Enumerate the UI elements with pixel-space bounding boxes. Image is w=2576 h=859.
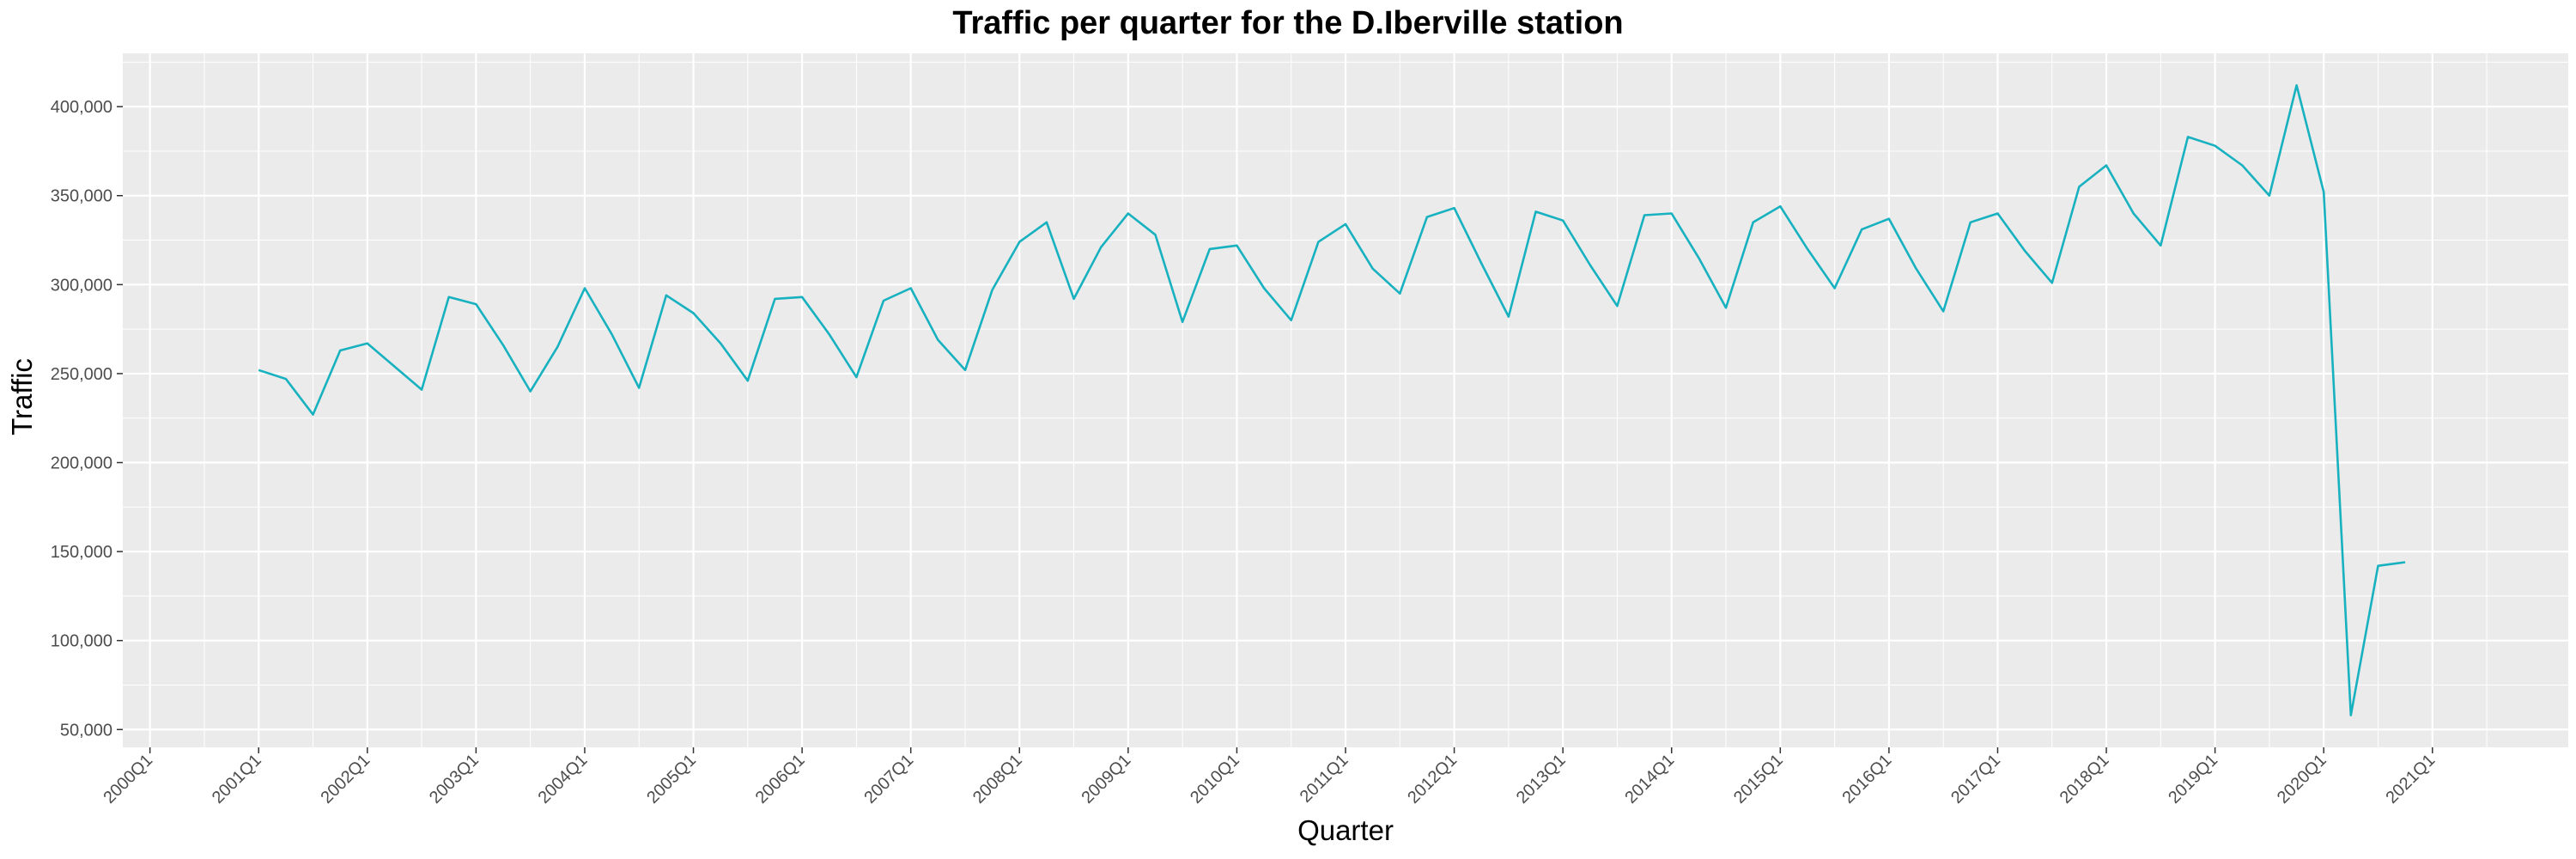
x-tick-label: 2017Q1 (1947, 751, 2004, 807)
x-tick-label: 2008Q1 (969, 751, 1026, 807)
x-tick-label: 2003Q1 (426, 751, 483, 807)
x-tick-label: 2009Q1 (1078, 751, 1134, 807)
series-layer (258, 84, 2406, 717)
x-tick-label: 2007Q1 (860, 751, 917, 807)
major-gridlines (123, 53, 2568, 747)
x-tick-label: 2021Q1 (2382, 751, 2439, 807)
y-tick-label: 250,000 (51, 365, 112, 384)
x-tick-label: 2006Q1 (752, 751, 809, 807)
x-tick-label: 2013Q1 (1513, 751, 1570, 807)
x-tick-label: 2004Q1 (535, 751, 592, 807)
x-axis: 2000Q1 2001Q1 2002Q1 2003Q1 2004Q1 2005Q1 2006… (100, 747, 2439, 807)
x-tick-label: 2014Q1 (1621, 751, 1678, 807)
series-line (258, 84, 2406, 717)
x-tick-label: 2016Q1 (1839, 751, 1896, 807)
y-tick-label: 200,000 (51, 454, 112, 473)
y-tick-label: 150,000 (51, 543, 112, 562)
x-tick-label: 2000Q1 (100, 751, 156, 807)
x-tick-label: 2019Q1 (2165, 751, 2221, 807)
y-tick-label: 400,000 (51, 98, 112, 117)
y-axis: 50,000 100,000 150,000 200,000 250,000 300,00… (51, 98, 123, 740)
y-tick-label: 100,000 (51, 632, 112, 651)
x-axis-label: Quarter (1297, 814, 1394, 846)
x-tick-label: 2010Q1 (1187, 751, 1243, 807)
x-tick-label: 2002Q1 (317, 751, 374, 807)
x-tick-label: 2015Q1 (1730, 751, 1787, 807)
x-tick-label: 2020Q1 (2274, 751, 2330, 807)
chart-title: Traffic per quarter for the D.Iberville … (952, 5, 1624, 41)
x-tick-label: 2011Q1 (1297, 751, 1352, 807)
x-tick-label: 2018Q1 (2057, 751, 2113, 807)
y-tick-label: 300,000 (51, 276, 112, 295)
x-tick-label: 2005Q1 (643, 751, 700, 807)
y-tick-label: 350,000 (51, 187, 112, 206)
y-tick-label: 50,000 (60, 721, 112, 740)
x-tick-label: 2001Q1 (209, 751, 265, 807)
x-tick-label: 2012Q1 (1404, 751, 1461, 807)
